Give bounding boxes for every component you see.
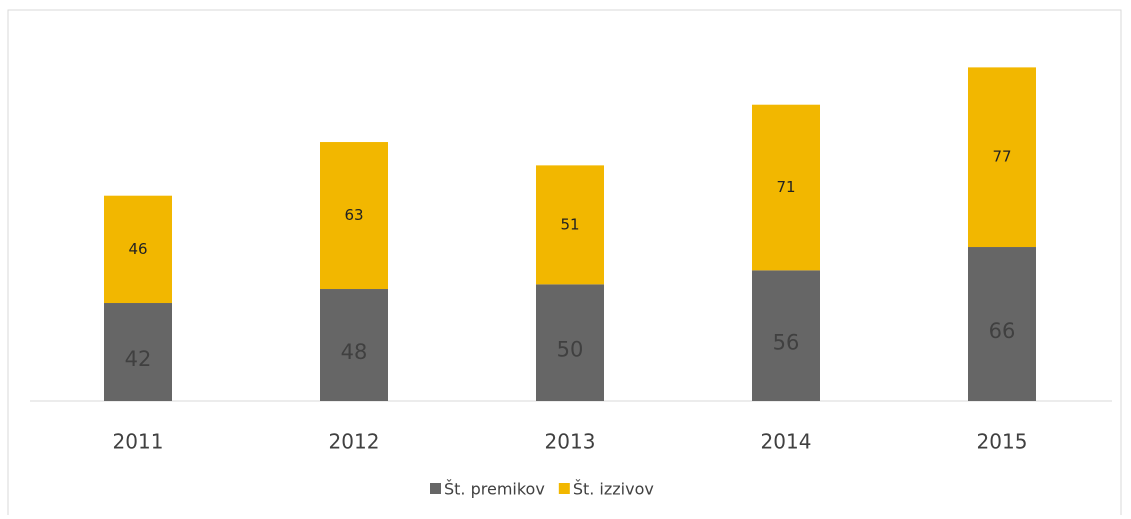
data-label: 71 — [776, 178, 795, 196]
x-tick-label: 2013 — [545, 430, 596, 454]
bar-segment — [752, 270, 820, 401]
x-tick-label: 2014 — [761, 430, 812, 454]
legend-swatch — [558, 483, 570, 494]
data-label: 46 — [128, 240, 147, 258]
bar-segment — [536, 165, 604, 285]
x-tick-label: 2011 — [113, 430, 164, 454]
data-label: 77 — [992, 148, 1011, 166]
x-tick-label: 2015 — [977, 430, 1028, 454]
legend-label: Št. izzivov — [573, 480, 654, 499]
legend-label: Št. premikov — [444, 480, 545, 499]
legend-swatch — [430, 483, 441, 494]
bar-segment — [104, 303, 172, 401]
bar-segment — [968, 67, 1036, 248]
data-label: 63 — [344, 206, 363, 224]
x-tick-label: 2012 — [329, 430, 380, 454]
data-label: 56 — [773, 331, 800, 355]
data-label: 50 — [557, 338, 584, 362]
bar-segment — [104, 195, 172, 304]
bar-segment — [752, 104, 820, 271]
data-label: 66 — [989, 319, 1016, 343]
data-label: 48 — [341, 340, 368, 364]
data-label: 51 — [560, 215, 579, 233]
data-label: 42 — [125, 347, 152, 371]
frame — [7, 9, 1122, 515]
bar-segment — [320, 289, 388, 401]
bar-segment — [536, 284, 604, 401]
bar-segment — [968, 247, 1036, 401]
bar-segment — [320, 142, 388, 290]
